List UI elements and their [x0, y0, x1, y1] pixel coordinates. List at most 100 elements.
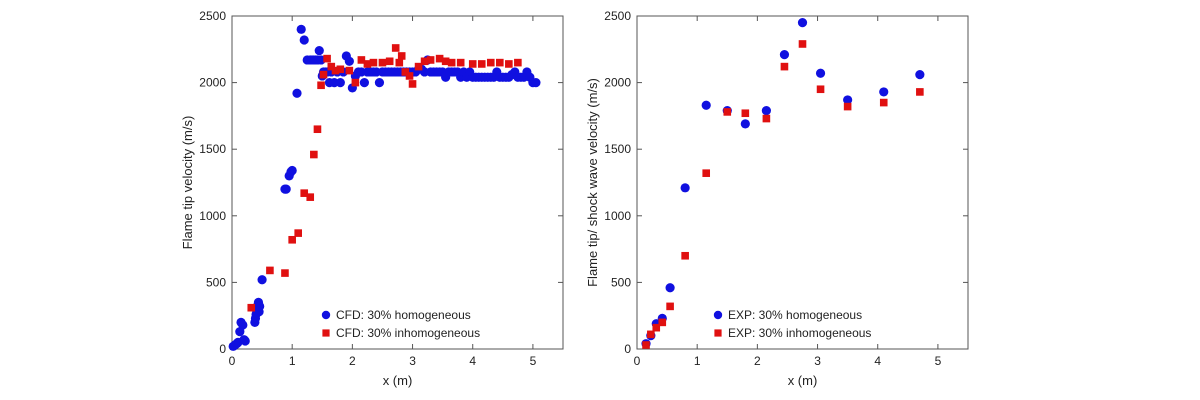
x-tick-label: 4	[874, 354, 881, 368]
y-tick-label: 2500	[199, 9, 226, 23]
data-point-circle	[665, 283, 675, 293]
data-point-square	[426, 56, 435, 64]
data-point-square	[477, 60, 486, 68]
y-tick-label: 500	[611, 275, 631, 289]
legend-label: EXP: 30% inhomogeneous	[728, 326, 871, 340]
data-point-square	[266, 266, 274, 275]
data-point-square	[414, 62, 423, 71]
data-point-circle	[314, 46, 324, 56]
data-point-circle	[879, 87, 889, 97]
data-point-square	[306, 193, 315, 201]
y-tick-label: 1500	[199, 142, 226, 156]
data-point-circle	[680, 183, 690, 193]
x-tick-label: 3	[409, 354, 416, 368]
legend-label: EXP: 30% homogeneous	[728, 308, 862, 322]
data-point-circle	[740, 119, 750, 129]
y-tick-label: 0	[219, 342, 226, 356]
data-point-square	[378, 58, 387, 67]
x-tick-label: 5	[530, 354, 537, 368]
legend-marker-square	[714, 329, 722, 337]
data-point-square	[642, 341, 650, 349]
data-point-square	[843, 102, 852, 111]
data-point-square	[798, 40, 807, 48]
data-point-circle	[359, 78, 369, 88]
data-point-square	[408, 80, 417, 88]
data-point-square	[780, 62, 789, 71]
data-point-square	[294, 229, 302, 237]
y-axis-title: Flame tip/ shock wave velocity (m/s)	[585, 78, 600, 287]
x-tick-label: 4	[469, 354, 476, 368]
legend-label: CFD: 30% homogeneous	[336, 308, 471, 322]
data-point-square	[397, 52, 406, 60]
data-point-square	[281, 269, 289, 277]
data-point-circle	[797, 18, 808, 28]
x-tick-label: 2	[754, 354, 761, 368]
data-point-square	[658, 318, 667, 327]
x-tick-label: 3	[814, 354, 821, 368]
data-point-circle	[815, 68, 826, 78]
x-tick-label: 2	[349, 354, 356, 368]
data-point-circle	[761, 105, 771, 116]
data-point-square	[447, 58, 456, 67]
data-point-square	[647, 330, 655, 339]
y-tick-label: 1500	[604, 142, 631, 156]
x-axis-title: x (m)	[788, 373, 818, 388]
data-point-square	[357, 56, 366, 64]
data-point-square	[486, 58, 495, 67]
data-point-square	[652, 323, 661, 332]
data-point-square	[351, 78, 360, 87]
x-tick-label: 5	[935, 354, 942, 368]
plot-frame	[636, 15, 969, 350]
data-point-square	[300, 189, 309, 197]
data-point-square	[310, 150, 318, 159]
plot-frame	[231, 15, 564, 350]
data-point-square	[702, 169, 711, 177]
data-point-square	[331, 66, 340, 75]
data-point-circle	[240, 336, 250, 346]
data-point-square	[456, 58, 465, 67]
data-point-square	[345, 66, 354, 75]
data-point-square	[681, 251, 689, 260]
data-point-square	[391, 44, 400, 52]
data-point-circle	[344, 56, 354, 66]
data-point-square	[496, 58, 504, 67]
data-point-square	[816, 85, 825, 94]
y-axis-title: Flame tip velocity (m/s)	[180, 116, 195, 250]
data-point-square	[741, 109, 750, 118]
data-point-square	[916, 88, 924, 96]
data-point-square	[666, 302, 674, 311]
data-point-circle	[531, 78, 541, 88]
legend-marker-square	[322, 329, 330, 337]
data-point-square	[514, 58, 522, 67]
data-point-circle	[255, 301, 265, 311]
chart-panel-2: 0 1 2 3 4 5 0 500 1000 1500 2000 2500 x (m) Flame tip…	[585, 9, 969, 388]
chart-panel-1: 0 1 2 3 4 5 0 500 1000 1500 2000 2500 x (m) Flame tip…	[180, 9, 564, 388]
y-tick-label: 1000	[199, 209, 226, 223]
series-inhomogeneous	[247, 44, 522, 312]
data-point-circle	[287, 165, 297, 176]
y-tick-label: 0	[624, 342, 631, 356]
data-point-square	[313, 125, 322, 134]
legend-marker-circle	[321, 310, 331, 320]
data-point-circle	[257, 275, 267, 285]
x-tick-label: 1	[694, 354, 701, 368]
data-point-square	[319, 70, 328, 79]
data-point-square	[723, 108, 732, 116]
x-tick-label: 0	[229, 354, 236, 368]
series-homogeneous	[228, 24, 541, 351]
data-point-square	[369, 58, 378, 67]
data-point-square	[505, 60, 513, 68]
x-tick-label: 0	[634, 354, 641, 368]
y-tick-label: 2000	[604, 76, 631, 90]
x-tick-label: 1	[289, 354, 296, 368]
data-point-square	[317, 81, 325, 90]
data-point-square	[435, 54, 444, 63]
data-point-circle	[779, 50, 790, 60]
data-point-square	[336, 65, 345, 74]
y-tick-label: 2500	[604, 9, 631, 23]
legend-label: CFD: 30% inhomogeneous	[336, 326, 480, 340]
data-point-circle	[843, 95, 853, 105]
data-point-circle	[292, 88, 302, 98]
data-point-square	[288, 235, 296, 244]
